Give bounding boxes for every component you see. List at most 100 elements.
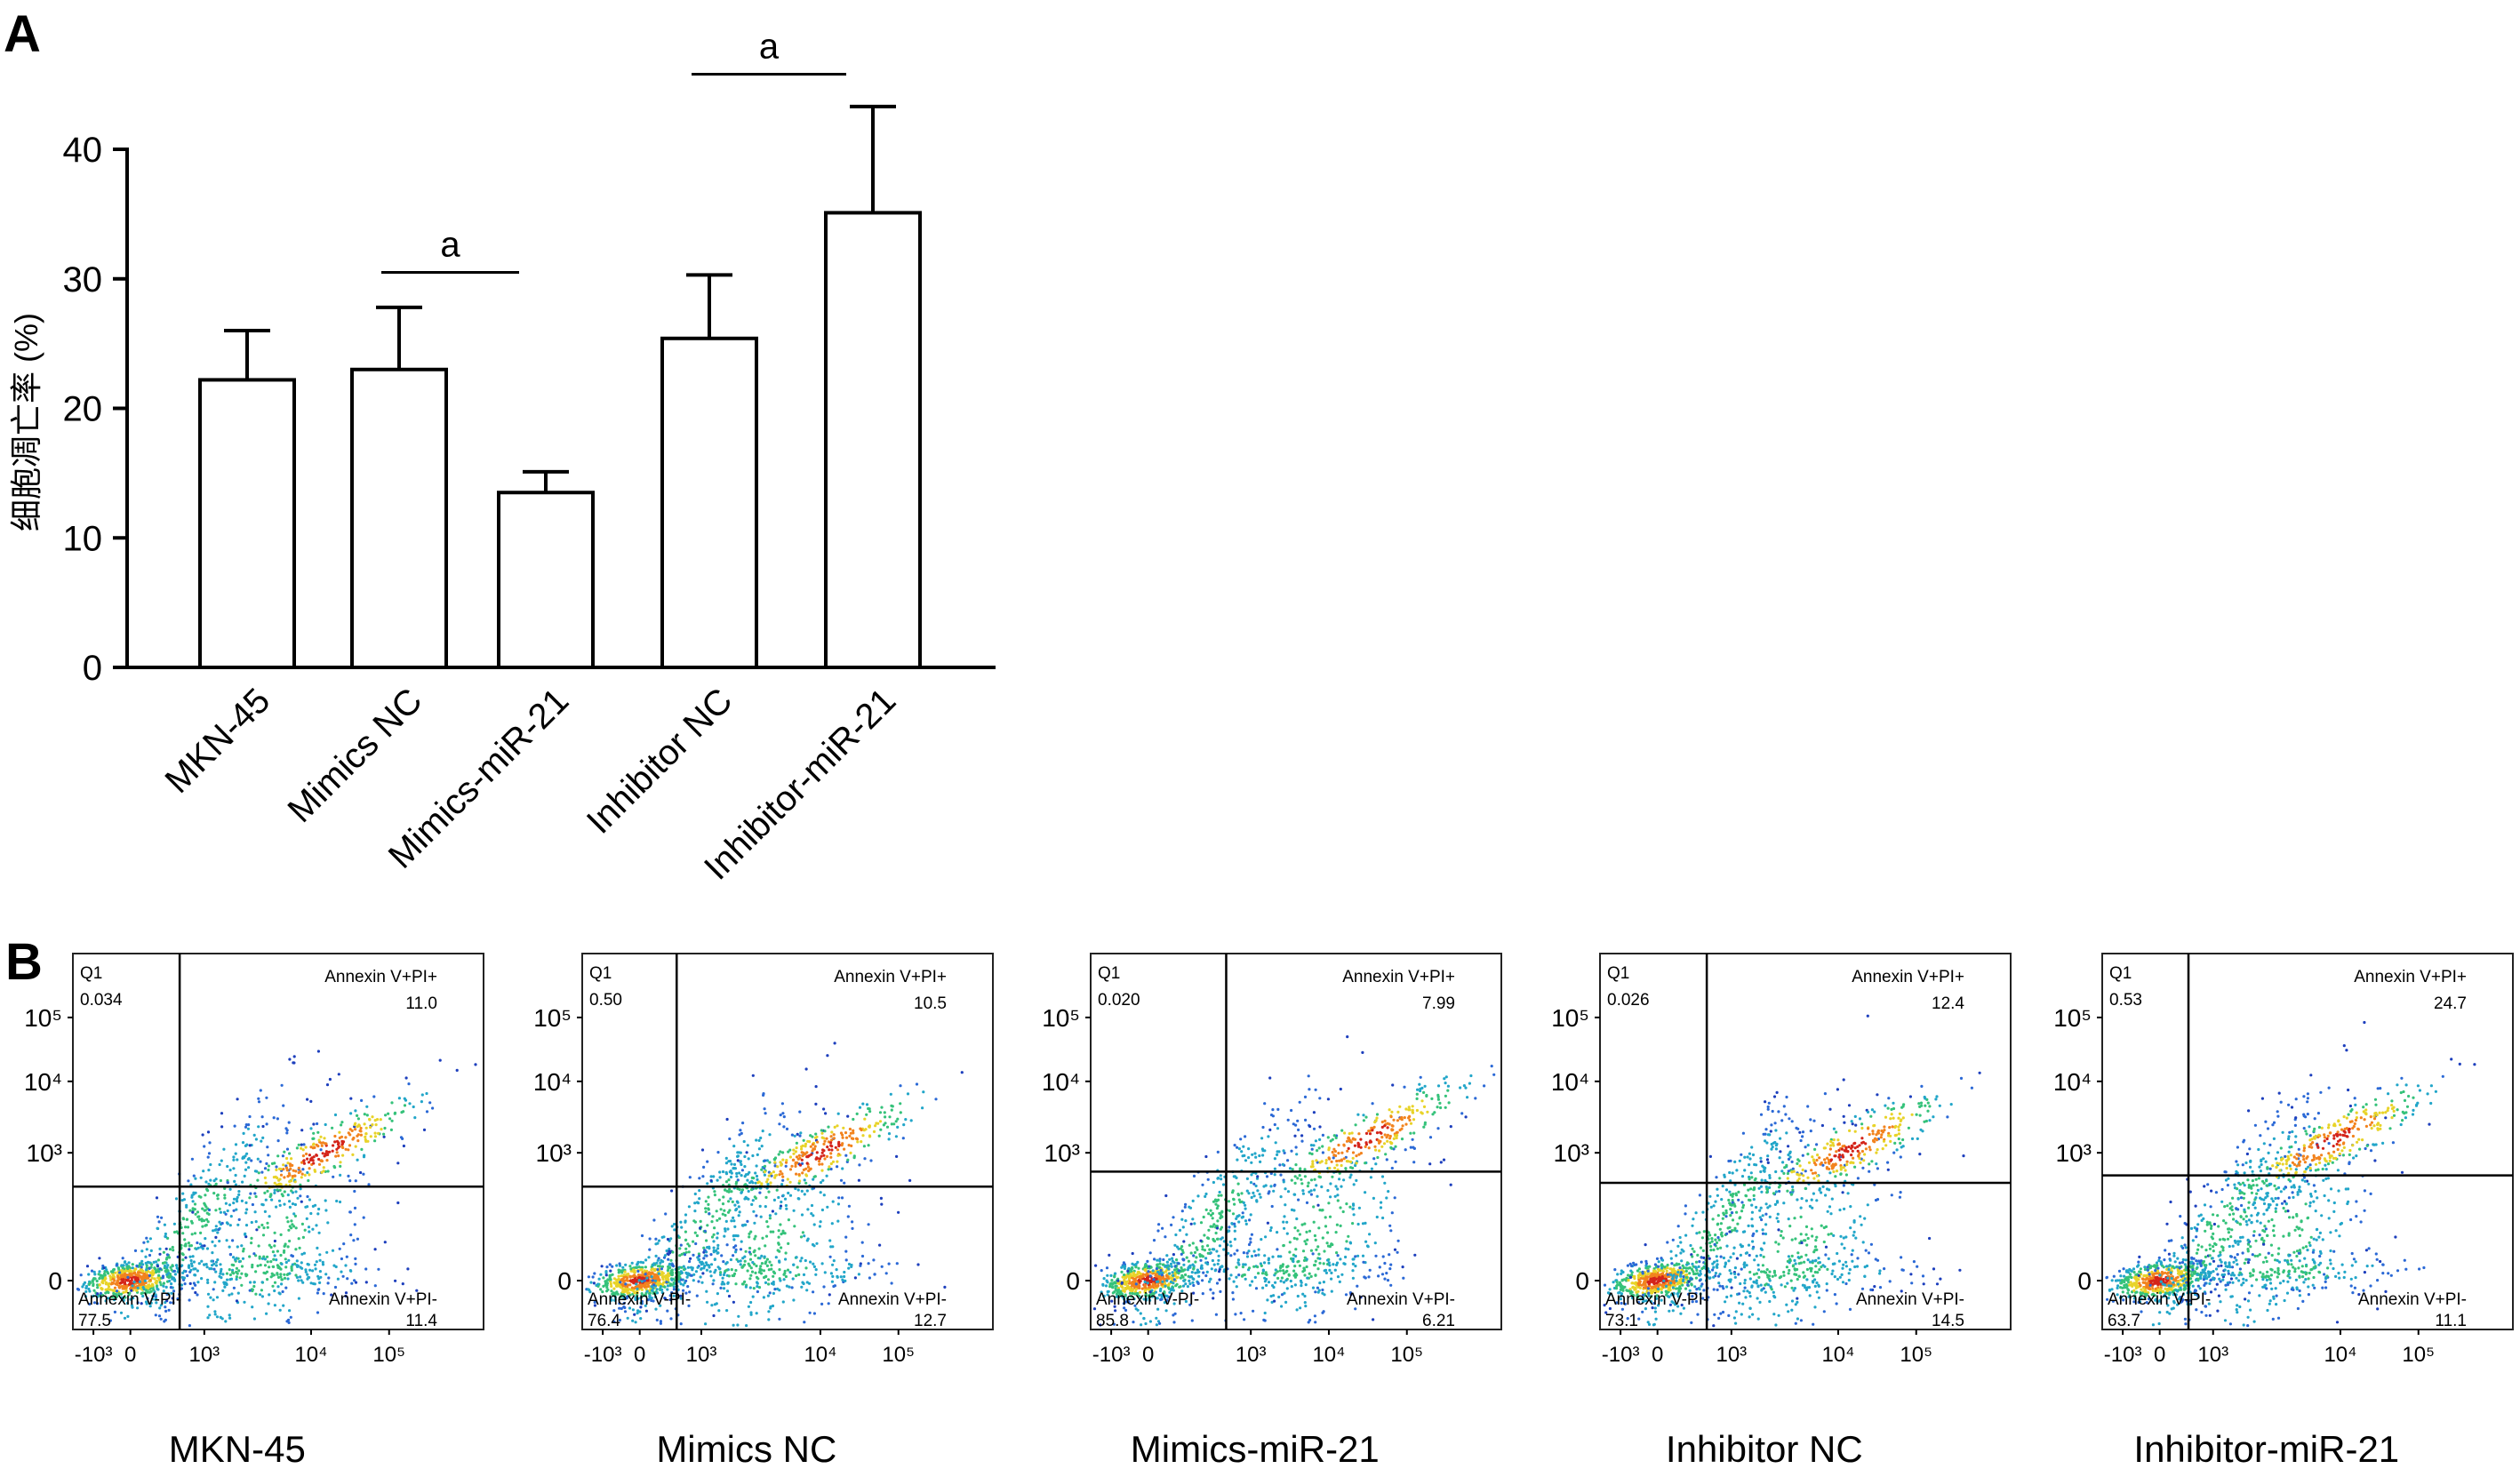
quadrant-lower-left-value: 63.7 xyxy=(2108,1312,2140,1330)
x-tick-label: 10⁵ xyxy=(1900,1343,1932,1367)
quadrant-upper-right-value: 24.7 xyxy=(2434,994,2467,1013)
y-tick-label: 10⁵ xyxy=(2053,1004,2092,1032)
x-tick-label: 10³ xyxy=(686,1343,717,1367)
x-tick-label: -10³ xyxy=(2104,1343,2142,1367)
significance-markers: aa xyxy=(381,27,846,274)
y-tick-label: 10⁵ xyxy=(1551,1004,1589,1032)
y-tick-label: 10⁴ xyxy=(1551,1068,1589,1096)
quadrant-lower-left-label: Annexin V-PI- xyxy=(78,1290,181,1309)
x-tick-label: -10³ xyxy=(584,1343,622,1367)
x-tick-label: 10⁴ xyxy=(1821,1343,1854,1367)
x-tick-label: 10³ xyxy=(1716,1343,1747,1367)
flow-plot-inhibitor-nc: Q1 0.026 Annexin V+PI+ 12.4 Annexin V-PI- 73.… xyxy=(1551,953,2012,1469)
y-tick-label: 0 xyxy=(1575,1267,1589,1295)
y-tick-label: 10⁴ xyxy=(2053,1068,2092,1096)
plot-frame xyxy=(2101,953,2514,1330)
quadrant-q1-label: Q1 xyxy=(1607,964,1629,983)
x-tick-label: 10⁵ xyxy=(2402,1343,2435,1367)
y-tick-label: 10³ xyxy=(1044,1139,1080,1167)
y-tick-label: 10⁴ xyxy=(24,1068,62,1096)
quadrant-upper-right-label: Annexin V+PI+ xyxy=(834,968,947,986)
x-tick-label: 10⁴ xyxy=(294,1343,327,1367)
quadrant-q1-value: 0.53 xyxy=(2109,991,2142,1010)
quadrant-q1-value: 0.026 xyxy=(1607,991,1650,1010)
x-tick-label: -10³ xyxy=(1602,1343,1640,1367)
quadrant-lower-left-label: Annexin V-PI- xyxy=(588,1290,691,1309)
quadrant-upper-right-label: Annexin V+PI+ xyxy=(2354,968,2467,986)
x-tick-label: -10³ xyxy=(1092,1343,1131,1367)
flow-plot-title: Mimics NC xyxy=(656,1428,836,1469)
quadrant-lower-right-label: Annexin V+PI- xyxy=(1856,1290,1964,1309)
y-tick-label: 0 xyxy=(557,1267,572,1295)
bar-mimics-mir-21 xyxy=(497,491,595,669)
y-tick-label: 10⁵ xyxy=(533,1004,572,1032)
bar-inhibitor-nc xyxy=(660,336,758,669)
quadrant-q1-label: Q1 xyxy=(1098,964,1120,983)
event-dots xyxy=(1092,1035,1496,1327)
flow-plot-mkn-45: Q1 0.034 Annexin V+PI+ 11.0 Annexin V-PI- 77.… xyxy=(24,953,484,1469)
event-dots xyxy=(585,1042,964,1328)
quadrant-lower-right-value: 11.1 xyxy=(2435,1312,2467,1330)
flow-plot-mimics-nc: Q1 0.50 Annexin V+PI+ 10.5 Annexin V-PI- 76.4… xyxy=(533,953,994,1469)
significance-label: a xyxy=(440,225,460,264)
flow-plot-mimics-mir-21: Q1 0.020 Annexin V+PI+ 7.99 Annexin V-PI- 85.… xyxy=(1042,953,1502,1469)
quadrant-q1-label: Q1 xyxy=(80,964,102,983)
quadrant-lower-right-value: 14.5 xyxy=(1932,1312,1964,1330)
y-tick-label: 10⁴ xyxy=(533,1068,572,1096)
quadrant-upper-right-label: Annexin V+PI+ xyxy=(1342,968,1455,986)
quadrant-q1-label: Q1 xyxy=(589,964,612,983)
x-tick-label: 0 xyxy=(634,1343,645,1367)
panel-a-label: A xyxy=(4,5,41,63)
quadrant-lower-right-value: 6.21 xyxy=(1422,1312,1455,1330)
bars xyxy=(198,104,922,669)
x-tick-label: 0 xyxy=(2154,1343,2165,1367)
quadrant-upper-right-value: 10.5 xyxy=(914,994,947,1013)
quadrant-lower-left-label: Annexin V-PI- xyxy=(2108,1290,2211,1309)
x-tick-label: 10³ xyxy=(2197,1343,2228,1367)
quadrant-lower-right-label: Annexin V+PI- xyxy=(838,1290,947,1309)
quadrant-upper-right-label: Annexin V+PI+ xyxy=(1852,968,1964,986)
plot-frame xyxy=(1599,953,2012,1330)
event-dots xyxy=(76,1050,477,1328)
y-tick-label: 10³ xyxy=(536,1139,572,1167)
x-tick-label: 0 xyxy=(1142,1343,1154,1367)
quadrant-lower-right-label: Annexin V+PI- xyxy=(329,1290,437,1309)
y-tick-label: 0 xyxy=(1066,1267,1080,1295)
significance-label: a xyxy=(759,27,780,66)
y-tick-label: 10 xyxy=(63,519,103,558)
y-axis-title: 细胞凋亡率 (%) xyxy=(8,313,44,531)
quadrant-q1-value: 0.034 xyxy=(80,991,123,1010)
quadrant-q1-value: 0.020 xyxy=(1098,991,1140,1010)
x-tick-label: 10³ xyxy=(1236,1343,1267,1367)
flow-plot-title: Inhibitor NC xyxy=(1666,1428,1863,1469)
quadrant-lower-right-label: Annexin V+PI- xyxy=(2358,1290,2467,1309)
y-tick-label: 30 xyxy=(63,260,103,299)
y-tick-label: 10⁵ xyxy=(1042,1004,1080,1032)
panel-b-label: B xyxy=(5,933,43,991)
y-tick-label: 0 xyxy=(48,1267,62,1295)
y-tick-label: 10³ xyxy=(27,1139,62,1167)
quadrant-upper-right-value: 12.4 xyxy=(1932,994,1964,1013)
event-dots xyxy=(2105,1020,2476,1328)
flow-plot-title: MKN-45 xyxy=(169,1428,306,1469)
quadrant-upper-right-value: 11.0 xyxy=(405,994,437,1013)
y-tick-label: 0 xyxy=(83,649,102,688)
quadrant-lower-right-value: 11.4 xyxy=(405,1312,437,1330)
x-tick-label: 0 xyxy=(1652,1343,1663,1367)
y-tick-label: 10⁵ xyxy=(24,1004,62,1032)
quadrant-lower-right-value: 12.7 xyxy=(914,1312,947,1330)
y-tick-label: 0 xyxy=(2077,1267,2092,1295)
bar-inhibitor-mir-21 xyxy=(824,211,922,669)
x-tick-label: 10³ xyxy=(188,1343,220,1367)
quadrant-lower-left-value: 77.5 xyxy=(78,1312,111,1330)
bar-mimics-nc xyxy=(350,367,448,669)
x-tick-label: -10³ xyxy=(75,1343,113,1367)
y-tick-label: 10³ xyxy=(1554,1139,1589,1167)
quadrant-lower-left-label: Annexin V-PI- xyxy=(1096,1290,1199,1309)
quadrant-upper-right-value: 7.99 xyxy=(1422,994,1455,1013)
bar-mkn-45 xyxy=(198,378,296,669)
flow-plot-title: Inhibitor-miR-21 xyxy=(2133,1428,2399,1469)
quadrant-lower-left-value: 85.8 xyxy=(1096,1312,1129,1330)
y-tick-label: 10³ xyxy=(2056,1139,2092,1167)
